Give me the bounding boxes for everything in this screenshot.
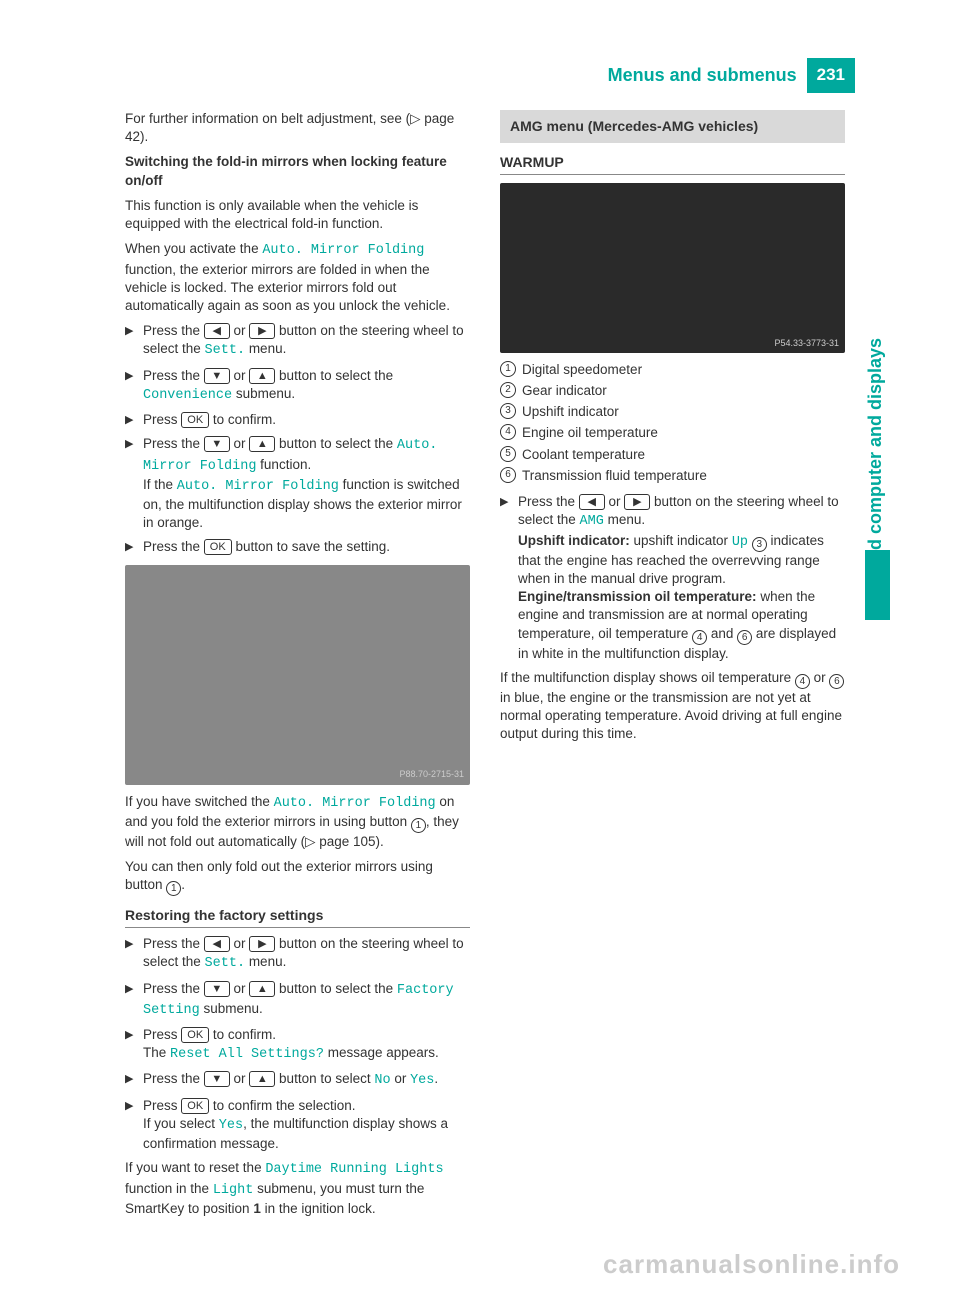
up-key-icon: ▲ bbox=[249, 1071, 275, 1087]
down-key-icon: ▼ bbox=[204, 368, 230, 384]
right-key-icon: ▶ bbox=[249, 936, 275, 952]
step-marker-icon: ▶ bbox=[125, 540, 133, 555]
left-key-icon: ◀ bbox=[579, 494, 605, 510]
page-content: For further information on belt adjustme… bbox=[125, 110, 845, 1220]
side-tab-indicator bbox=[865, 550, 890, 620]
step-select-sett: ▶ Press the ◀ or ▶ button on the steerin… bbox=[125, 322, 470, 360]
up-key-icon: ▲ bbox=[249, 368, 275, 384]
num-3-icon: 3 bbox=[752, 537, 767, 552]
header-page-number: 231 bbox=[807, 58, 855, 93]
step-marker-icon: ▶ bbox=[125, 1072, 133, 1087]
step-marker-icon: ▶ bbox=[125, 1028, 133, 1043]
ok-key-icon: OK bbox=[181, 412, 209, 428]
up-key-icon: ▲ bbox=[249, 981, 275, 997]
fold-mirrors-heading: Switching the fold-in mirrors when locki… bbox=[125, 153, 470, 189]
button-1-icon: 1 bbox=[411, 818, 426, 833]
step-marker-icon: ▶ bbox=[125, 413, 133, 428]
mirror-control-image: P88.70-2715-31 bbox=[125, 565, 470, 785]
button-1-icon: 1 bbox=[166, 881, 181, 896]
fold-mirrors-p2: When you activate the Auto. Mirror Foldi… bbox=[125, 240, 470, 315]
mirror-note-1: If you have switched the Auto. Mirror Fo… bbox=[125, 793, 470, 851]
left-key-icon: ◀ bbox=[204, 323, 230, 339]
ok-key-icon: OK bbox=[181, 1027, 209, 1043]
num-4-icon: 4 bbox=[692, 630, 707, 645]
down-key-icon: ▼ bbox=[204, 436, 230, 452]
side-tab: On-board computer and displays bbox=[860, 90, 890, 620]
num-6-icon: 6 bbox=[829, 674, 844, 689]
legend-1: 1Digital speedometer bbox=[500, 361, 845, 379]
ok-key-icon: OK bbox=[181, 1098, 209, 1114]
intro-text: For further information on belt adjustme… bbox=[125, 110, 470, 146]
step-confirm: ▶ Press OK to confirm. bbox=[125, 411, 470, 429]
right-key-icon: ▶ bbox=[624, 494, 650, 510]
step-r3: ▶ Press OK to confirm. The Reset All Set… bbox=[125, 1026, 470, 1064]
step-marker-icon: ▶ bbox=[125, 982, 133, 997]
up-key-icon: ▲ bbox=[249, 436, 275, 452]
mirror-note-2: You can then only fold out the exterior … bbox=[125, 858, 470, 896]
step-marker-icon: ▶ bbox=[125, 324, 133, 339]
step-select-convenience: ▶ Press the ▼ or ▲ button to select the … bbox=[125, 367, 470, 405]
step-save: ▶ Press the OK button to save the settin… bbox=[125, 538, 470, 556]
step-marker-icon: ▶ bbox=[500, 495, 508, 510]
image-tag: P88.70-2715-31 bbox=[399, 768, 464, 780]
page-header: Menus and submenus 231 bbox=[608, 58, 855, 93]
step-select-auto-mirror: ▶ Press the ▼ or ▲ button to select the … bbox=[125, 435, 470, 532]
watermark: carmanualsonline.info bbox=[603, 1247, 900, 1282]
legend-2: 2Gear indicator bbox=[500, 382, 845, 400]
down-key-icon: ▼ bbox=[204, 981, 230, 997]
step-t2: ▶ Press OK to confirm the selection. If … bbox=[125, 1097, 470, 1154]
step-t1: ▶ Press the ▼ or ▲ button to select No o… bbox=[125, 1070, 470, 1090]
num-6-icon: 6 bbox=[737, 630, 752, 645]
step-u1: ▶ Press the ◀ or ▶ button on the steerin… bbox=[500, 493, 845, 663]
warmup-display-image: P54.33-3773-31 bbox=[500, 183, 845, 353]
left-key-icon: ◀ bbox=[204, 936, 230, 952]
oil-temp-note: If the multifunction display shows oil t… bbox=[500, 669, 845, 744]
right-key-icon: ▶ bbox=[249, 323, 275, 339]
ok-key-icon: OK bbox=[204, 539, 232, 555]
legend-3: 3Upshift indicator bbox=[500, 403, 845, 421]
header-title: Menus and submenus bbox=[608, 63, 807, 87]
reset-note: If you want to reset the Daytime Running… bbox=[125, 1159, 470, 1218]
down-key-icon: ▼ bbox=[204, 1071, 230, 1087]
restore-factory-heading: Restoring the factory settings bbox=[125, 906, 470, 928]
step-marker-icon: ▶ bbox=[125, 1099, 133, 1114]
step-marker-icon: ▶ bbox=[125, 937, 133, 952]
num-4-icon: 4 bbox=[795, 674, 810, 689]
fold-mirrors-p1: This function is only available when the… bbox=[125, 197, 470, 233]
legend-5: 5Coolant temperature bbox=[500, 446, 845, 464]
step-r1: ▶ Press the ◀ or ▶ button on the steerin… bbox=[125, 935, 470, 973]
amg-menu-heading: AMG menu (Mercedes-AMG vehicles) bbox=[500, 110, 845, 143]
warmup-heading: WARMUP bbox=[500, 153, 845, 175]
legend-4: 4Engine oil temperature bbox=[500, 424, 845, 442]
step-marker-icon: ▶ bbox=[125, 437, 133, 452]
image-tag: P54.33-3773-31 bbox=[774, 337, 839, 349]
step-r2: ▶ Press the ▼ or ▲ button to select the … bbox=[125, 980, 470, 1020]
step-marker-icon: ▶ bbox=[125, 369, 133, 384]
legend-6: 6Transmission fluid temperature bbox=[500, 467, 845, 485]
legend-list: 1Digital speedometer 2Gear indicator 3Up… bbox=[500, 361, 845, 485]
